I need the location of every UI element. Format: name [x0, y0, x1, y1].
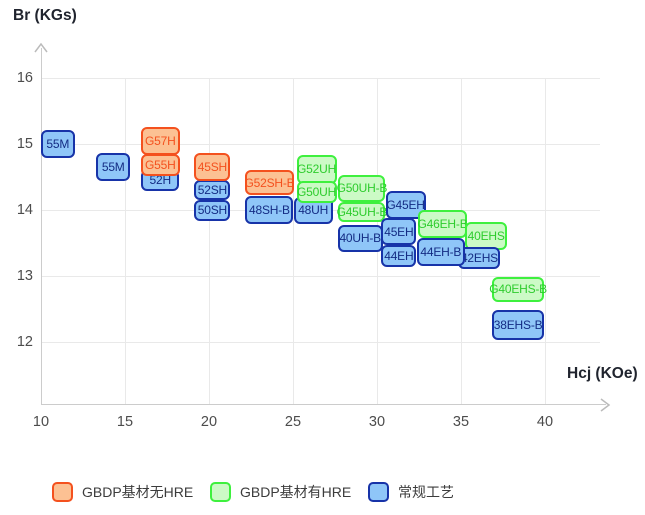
- legend-item-conventional[interactable]: 常规工艺: [368, 480, 454, 504]
- legend-swatch-blue-icon: [368, 482, 389, 502]
- data-point-42ehs[interactable]: 42EHS: [458, 246, 501, 269]
- legend-label: GBDP基材有HRE: [240, 484, 352, 500]
- gridline: [545, 78, 546, 404]
- data-point-44eh-b[interactable]: 44EH-B: [416, 238, 465, 267]
- legend-swatch-green-icon: [210, 482, 231, 502]
- data-point-38ehs-b[interactable]: 38EHS-B: [492, 309, 545, 340]
- gridline: [41, 78, 600, 79]
- x-axis-arrow-icon: [600, 398, 611, 412]
- data-point-g52uh[interactable]: G52UH: [296, 154, 337, 184]
- x-axis-line: [41, 404, 606, 405]
- legend-label: GBDP基材无HRE: [82, 484, 194, 500]
- y-tick-label: 14: [16, 202, 33, 218]
- legend: GBDP基材无HRE GBDP基材有HRE 常规工艺: [0, 480, 645, 506]
- x-tick-label: 20: [200, 414, 218, 430]
- data-point-g50uh[interactable]: G50UH: [296, 181, 337, 204]
- data-point-g52sh-b[interactable]: G52SH-B: [245, 170, 295, 196]
- data-point-40ehs[interactable]: 40EHS: [465, 221, 508, 250]
- legend-swatch-orange-icon: [52, 482, 73, 502]
- data-point-48sh-b[interactable]: 48SH-B: [245, 196, 294, 224]
- data-point-45eh[interactable]: 45EH: [381, 218, 417, 246]
- data-point-g55h[interactable]: G55H: [140, 154, 180, 177]
- data-point-g57h[interactable]: G57H: [140, 126, 180, 155]
- gridline: [41, 144, 600, 145]
- data-point-g50uh-b[interactable]: G50UH-B: [337, 174, 387, 202]
- data-point-40uh-b[interactable]: 40UH-B: [337, 224, 383, 252]
- data-point-45sh[interactable]: 45SH: [194, 153, 231, 182]
- x-axis-title: Hcj (KOe): [567, 365, 638, 382]
- y-tick-label: 15: [16, 136, 33, 152]
- y-axis-line: [41, 48, 42, 404]
- legend-item-gbdp-no-hre[interactable]: GBDP基材无HRE: [52, 480, 193, 504]
- x-tick-label: 35: [452, 414, 470, 430]
- legend-label: 常规工艺: [398, 484, 454, 500]
- x-tick-label: 25: [284, 414, 302, 430]
- y-axis-title: Br (KGs): [13, 7, 77, 24]
- gridline: [41, 342, 600, 343]
- gridline: [209, 78, 210, 404]
- x-tick-label: 15: [116, 414, 134, 430]
- data-point-50sh[interactable]: 50SH: [194, 199, 231, 221]
- x-tick-label: 40: [536, 414, 554, 430]
- legend-item-gbdp-hre[interactable]: GBDP基材有HRE: [210, 480, 351, 504]
- data-point-g45uh-b[interactable]: G45UH-B: [337, 201, 387, 222]
- y-tick-label: 13: [16, 268, 33, 284]
- y-tick-label: 16: [16, 70, 33, 86]
- gridline: [293, 78, 294, 404]
- y-tick-label: 12: [16, 334, 33, 350]
- data-point-55m[interactable]: 55M: [40, 130, 75, 158]
- x-tick-label: 10: [32, 414, 50, 430]
- x-tick-label: 30: [368, 414, 386, 430]
- gridline: [41, 276, 600, 277]
- data-point-52sh[interactable]: 52SH: [194, 180, 231, 201]
- data-point-44eh[interactable]: 44EH: [381, 244, 417, 267]
- data-point-g40ehs-b[interactable]: G40EHS-B: [489, 276, 547, 302]
- data-point-g46eh-b[interactable]: G46EH-B: [418, 209, 468, 238]
- y-axis-arrow-icon: [34, 42, 48, 53]
- data-point-55m[interactable]: 55M: [96, 153, 131, 182]
- gridline: [125, 78, 126, 404]
